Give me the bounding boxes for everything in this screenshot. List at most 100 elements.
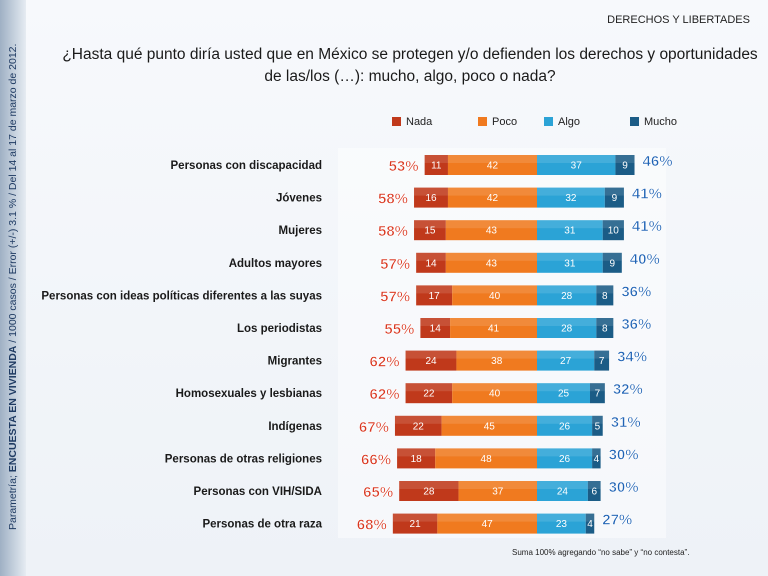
bar-highlight xyxy=(537,513,586,522)
data-label-algo: 31 xyxy=(564,226,576,237)
data-label-algo: 28 xyxy=(561,324,573,335)
bar-nada xyxy=(399,481,459,501)
legend-label-algo: Algo xyxy=(558,116,581,128)
data-label-mucho: 10 xyxy=(608,226,620,237)
data-label-poco: 37 xyxy=(492,487,504,498)
bar-algo xyxy=(537,318,597,338)
bar-mucho xyxy=(602,220,624,241)
bar-highlight xyxy=(537,448,593,457)
bar-nada xyxy=(424,155,448,175)
legend-item-poco: Poco xyxy=(478,116,517,128)
bar-poco xyxy=(441,415,537,436)
positive-total-label: 41% xyxy=(632,186,662,203)
negative-total-label: 58% xyxy=(378,191,408,208)
bar-highlight xyxy=(590,383,605,392)
bar-highlight xyxy=(537,415,593,424)
category-label: Mujeres xyxy=(279,225,322,237)
bar-highlight xyxy=(416,285,453,294)
negative-total-label: 66% xyxy=(361,451,391,468)
positive-total-label: 30% xyxy=(609,479,639,496)
data-label-poco: 40 xyxy=(489,389,501,400)
bar-nada xyxy=(414,220,446,241)
data-label-nada: 24 xyxy=(425,356,437,367)
bar-highlight xyxy=(445,252,537,261)
data-label-algo: 28 xyxy=(561,291,573,302)
negative-total-label: 57% xyxy=(380,256,410,273)
data-label-algo: 23 xyxy=(556,519,568,530)
data-label-algo: 32 xyxy=(565,193,577,204)
bar-highlight xyxy=(452,285,537,294)
category-label: Homosexuales y lesbianas xyxy=(176,388,322,400)
positive-total-label: 36% xyxy=(621,283,651,300)
negative-total-label: 67% xyxy=(359,419,389,436)
category-label: Personas con ideas políticas diferentes … xyxy=(41,290,322,302)
data-label-algo: 26 xyxy=(559,421,571,432)
category-label: Personas con discapacidad xyxy=(171,160,322,172)
category-label: Adultos mayores xyxy=(229,258,322,270)
bar-highlight xyxy=(537,350,595,359)
bar-algo xyxy=(537,252,603,273)
bar-highlight xyxy=(594,350,610,359)
bar-highlight xyxy=(452,383,537,392)
bar-highlight xyxy=(602,252,622,261)
bar-algo xyxy=(537,187,605,208)
negative-total-label: 55% xyxy=(384,321,414,338)
data-label-mucho: 9 xyxy=(612,193,618,204)
data-label-nada: 16 xyxy=(425,193,437,204)
bar-highlight xyxy=(394,415,442,424)
data-label-poco: 47 xyxy=(482,519,494,530)
data-label-poco: 42 xyxy=(487,161,499,172)
bar-mucho xyxy=(585,513,595,534)
category-label: Migrantes xyxy=(268,356,322,368)
legend-item-algo: Algo xyxy=(544,116,580,128)
positive-total-label: 36% xyxy=(621,316,651,333)
bar-poco xyxy=(445,220,537,241)
negative-total-label: 58% xyxy=(378,223,408,240)
category-label: Personas con VIH/SIDA xyxy=(194,486,322,498)
bar-highlight xyxy=(537,285,597,294)
positive-total-label: 46% xyxy=(643,153,673,170)
bar-nada xyxy=(405,350,457,371)
category-label: Personas de otras religiones xyxy=(165,453,322,465)
negative-total-label: 68% xyxy=(357,517,387,534)
legend-swatch-algo xyxy=(544,117,553,126)
category-label: Personas de otra raza xyxy=(202,519,322,531)
bar-highlight xyxy=(615,155,635,163)
bar-algo xyxy=(537,155,616,175)
category-label: Indígenas xyxy=(268,421,322,433)
positive-total-label: 34% xyxy=(617,349,647,366)
legend-swatch-mucho xyxy=(630,117,639,126)
bar-highlight xyxy=(405,350,457,359)
bar-poco xyxy=(452,285,537,306)
bar-nada xyxy=(420,318,451,338)
bar-highlight xyxy=(437,513,537,522)
bar-nada xyxy=(416,285,453,306)
bar-poco xyxy=(445,252,537,273)
bar-highlight xyxy=(420,318,451,326)
bar-highlight xyxy=(596,318,614,326)
bar-nada xyxy=(414,187,448,208)
data-label-mucho: 5 xyxy=(595,421,601,432)
data-label-algo: 24 xyxy=(557,487,569,498)
positive-total-label: 40% xyxy=(630,251,660,268)
data-label-poco: 40 xyxy=(489,291,501,302)
bar-algo xyxy=(537,383,590,404)
bar-highlight xyxy=(537,318,597,326)
bar-highlight xyxy=(537,383,590,392)
bar-mucho xyxy=(592,448,601,469)
data-label-nada: 21 xyxy=(410,519,422,530)
data-label-mucho: 9 xyxy=(609,258,615,269)
bar-highlight xyxy=(414,187,448,196)
data-label-nada: 15 xyxy=(424,226,436,237)
legend-label-nada: Nada xyxy=(406,116,433,128)
legend-item-mucho: Mucho xyxy=(630,116,677,128)
data-label-mucho: 8 xyxy=(602,291,608,302)
bar-nada xyxy=(394,415,442,436)
positive-total-label: 41% xyxy=(632,218,662,235)
data-label-poco: 43 xyxy=(486,258,498,269)
bar-algo xyxy=(537,513,586,534)
data-label-poco: 45 xyxy=(484,421,496,432)
data-label-nada: 17 xyxy=(429,291,441,302)
bar-highlight xyxy=(592,448,601,457)
